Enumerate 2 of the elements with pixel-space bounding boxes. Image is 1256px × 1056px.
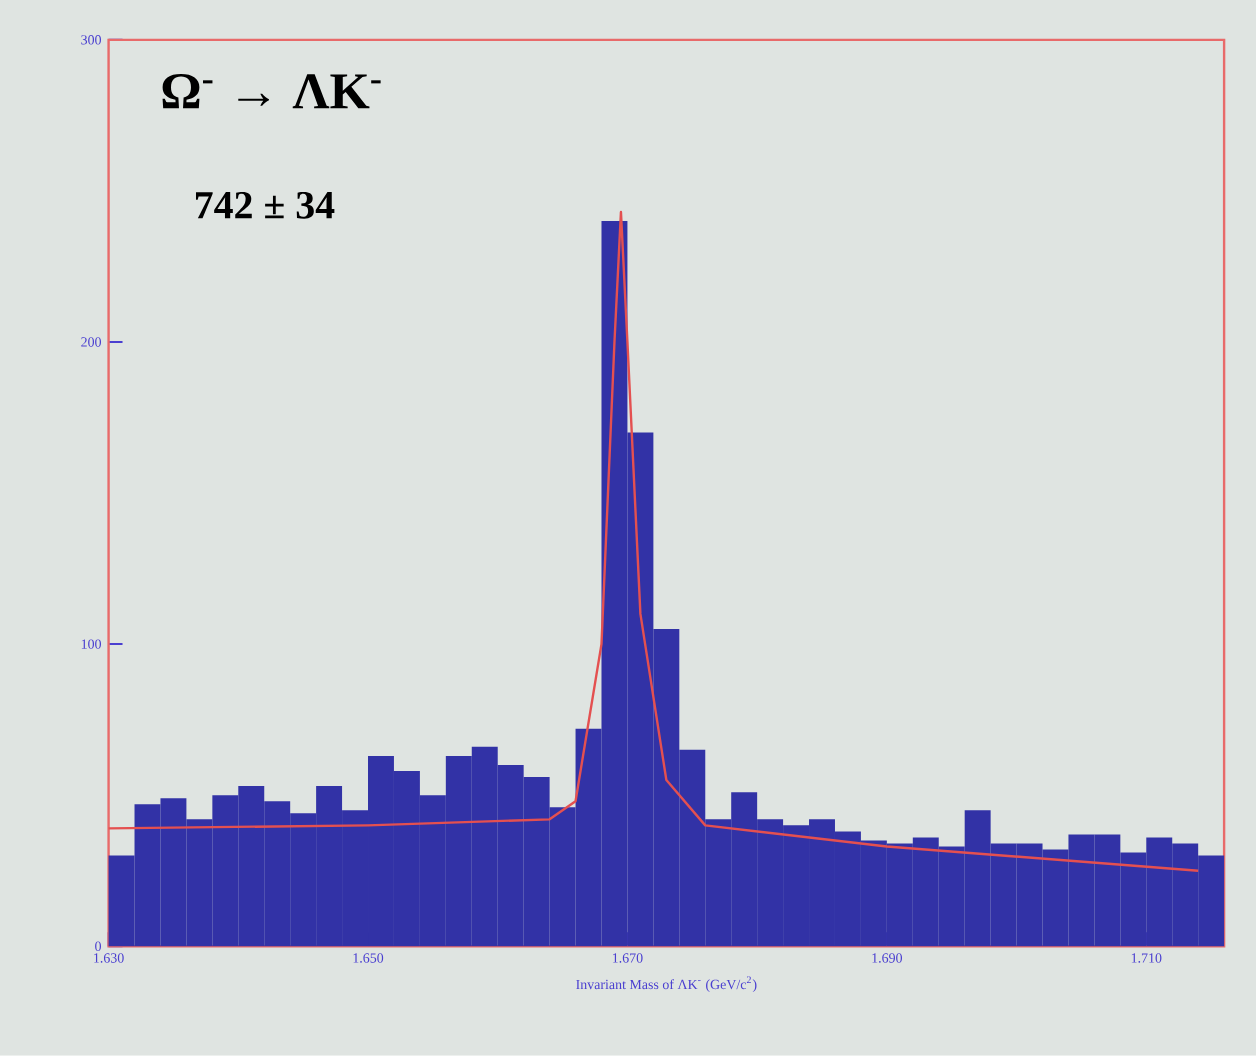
chart-title: Ω$^{-}$ → ΛK$^{-}$ bbox=[162, 74, 381, 109]
annotation: 742 ± 34 bbox=[195, 192, 335, 219]
